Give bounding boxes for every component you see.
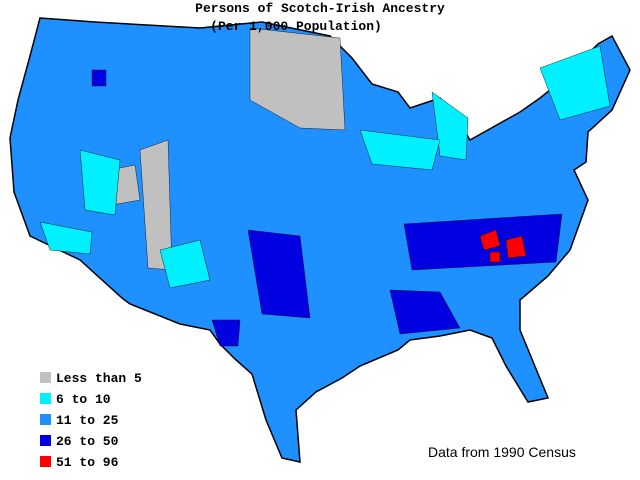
- region: [505, 235, 527, 259]
- legend-swatch: [40, 372, 51, 383]
- legend-swatch: [40, 456, 51, 467]
- region: [249, 27, 346, 131]
- legend-label: 6 to 10: [56, 392, 111, 407]
- region: [359, 129, 441, 171]
- us-map: [9, 17, 631, 463]
- subtitle: (Per 1,000 Population): [210, 19, 382, 34]
- region: [539, 45, 611, 121]
- region: [489, 251, 501, 263]
- source-note: Data from 1990 Census: [428, 444, 576, 460]
- legend-label: Less than 5: [56, 371, 142, 386]
- region: [91, 69, 107, 87]
- title: Persons of Scotch-Irish Ancestry: [195, 1, 445, 16]
- region: [389, 289, 461, 335]
- legend-label: 51 to 96: [56, 455, 119, 470]
- legend-swatch: [40, 414, 51, 425]
- legend-label: 11 to 25: [56, 413, 119, 428]
- region: [431, 91, 469, 161]
- region: [39, 221, 93, 255]
- legend-swatch: [40, 435, 51, 446]
- region: [79, 149, 121, 216]
- legend-swatch: [40, 393, 51, 404]
- legend-label: 26 to 50: [56, 434, 119, 449]
- region: [159, 239, 211, 289]
- region: [247, 229, 311, 319]
- region: [211, 319, 241, 347]
- legend: Less than 5 6 to 10 11 to 25 26 to 50 51 to …: [40, 371, 142, 470]
- region: [479, 229, 501, 251]
